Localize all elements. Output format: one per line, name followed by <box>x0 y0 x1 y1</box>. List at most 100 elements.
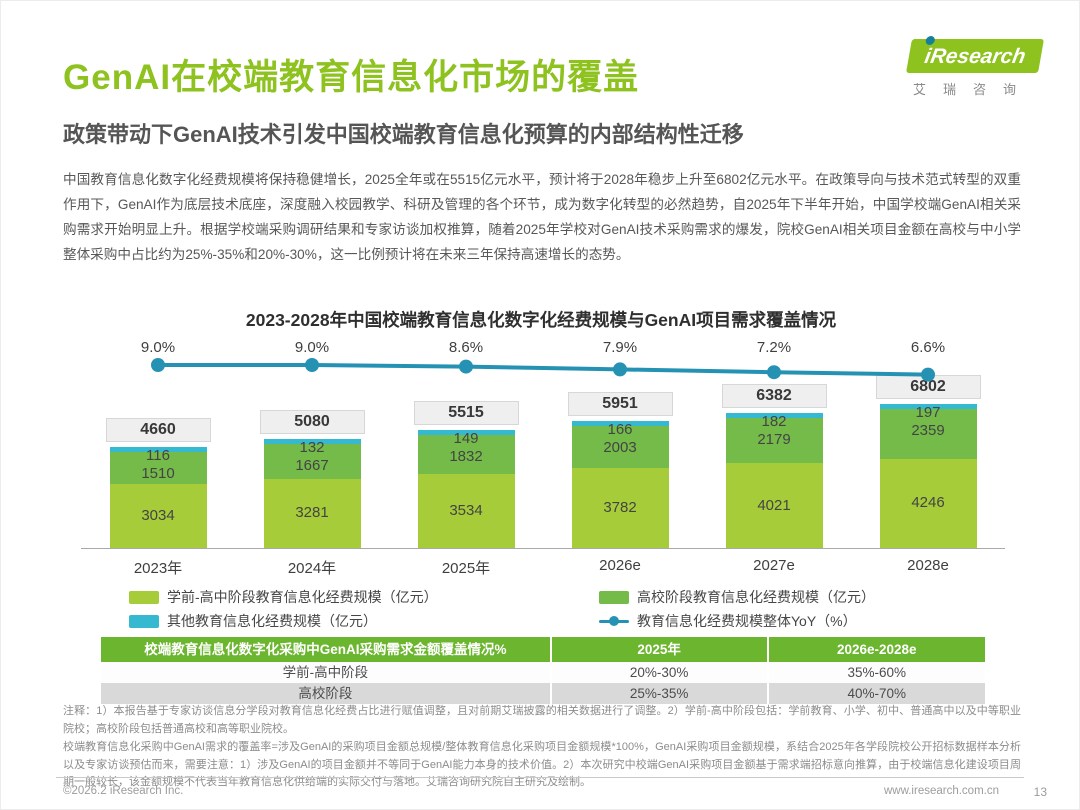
legend-item-university: 高校阶段教育信息化经费规模（亿元） <box>599 589 875 605</box>
legend-item-other: 其他教育信息化经费规模（亿元） <box>129 613 377 629</box>
footer-website: www.iresearch.com.cn <box>883 785 999 797</box>
table-cell: 20%-30% <box>551 662 767 683</box>
stacked-bar: 197 2359 4246 <box>879 404 977 548</box>
legend-label: 高校阶段教育信息化经费规模（亿元） <box>637 589 875 605</box>
table-header-cell: 2025年 <box>551 637 767 662</box>
segment-value-preschool: 3534 <box>449 501 483 519</box>
preschool-segment <box>571 468 669 548</box>
coverage-table: 校端教育信息化数字化采购中GenAI采购需求金额覆盖情况% 2025年 2026… <box>101 637 985 704</box>
chart-area: 4660 116 1510 3034 2023年 9.0% 5080 132 1667 3281 2… <box>1 1 1079 601</box>
segment-value-other: 182 <box>761 412 787 430</box>
stacked-bar: 182 2179 4021 <box>725 412 823 548</box>
preschool-segment <box>417 473 515 548</box>
logo-brand-chinese: 艾瑞咨询 <box>913 82 1034 97</box>
footer-divider <box>56 777 1024 778</box>
x-axis-label: 2025年 <box>441 560 491 577</box>
legend-swatch-lightgreen <box>129 590 159 604</box>
table-header-cell: 2026e-2028e <box>768 637 985 662</box>
segment-value-university: 1510 <box>141 465 175 483</box>
yoy-data-point <box>767 365 781 380</box>
yoy-data-point <box>921 367 935 382</box>
iresearch-logo: iResearch 艾瑞咨询 <box>903 36 1044 97</box>
segment-value-preschool: 4021 <box>757 496 791 514</box>
x-axis-label: 2026e <box>599 557 641 574</box>
legend-swatch-green <box>599 590 629 604</box>
segment-value-university: 2003 <box>603 439 637 457</box>
table-cell: 40%-70% <box>768 683 985 704</box>
preschool-segment <box>263 478 361 548</box>
table-cell: 学前-高中阶段 <box>101 662 550 683</box>
x-axis-label: 2027e <box>753 557 795 574</box>
university-segment <box>879 409 977 459</box>
segment-value-preschool: 3034 <box>141 507 175 525</box>
page-subtitle: 政策带动下GenAI技术引发中国校端教育信息化预算的内部结构性迁移 <box>63 122 744 147</box>
segment-value-university: 2359 <box>911 422 945 440</box>
segment-value-other: 116 <box>146 447 170 465</box>
stacked-bar: 166 2003 3782 <box>571 421 669 548</box>
legend-label: 学前-高中阶段教育信息化经费规模（亿元） <box>167 589 438 605</box>
university-segment <box>263 443 361 479</box>
x-axis-line <box>81 548 1005 549</box>
table-cell: 35%-60% <box>768 662 985 683</box>
page-number: 13 <box>1033 785 1047 799</box>
segment-value-other: 166 <box>607 421 633 439</box>
yoy-value-label: 8.6% <box>448 339 484 356</box>
yoy-line <box>158 363 929 377</box>
university-segment <box>725 417 823 464</box>
segment-value-university: 1667 <box>295 456 329 474</box>
segment-value-preschool: 3782 <box>603 499 637 517</box>
segment-value-other: 197 <box>915 404 941 422</box>
segment-value-university: 1832 <box>449 448 483 466</box>
yoy-data-point <box>459 359 473 374</box>
footnote: 注释：1）本报告基于专家访谈信息分学段对教育信息化经费占比进行赋值调整，且对前期… <box>63 705 1021 735</box>
other-segment <box>571 421 669 427</box>
legend-swatch-cyan <box>129 614 159 628</box>
footnote: 校端教育信息化采购中GenAI需求的覆盖率=涉及GenAI的采购项目金额总规模/… <box>63 741 1021 789</box>
legend-label: 教育信息化经费规模整体YoY（%） <box>637 613 857 629</box>
preschool-segment <box>725 463 823 548</box>
yoy-value-label: 7.9% <box>602 339 638 356</box>
legend-item-yoy: 教育信息化经费规模整体YoY（%） <box>599 613 857 629</box>
legend-yoy-line-icon <box>599 616 629 626</box>
segment-value-university: 2179 <box>757 430 791 448</box>
university-segment <box>417 435 515 474</box>
other-segment <box>879 404 977 410</box>
bar-total-label: 5515 <box>413 401 519 426</box>
yoy-line-chart <box>151 358 935 382</box>
table-header-cell: 校端教育信息化数字化采购中GenAI采购需求金额覆盖情况% <box>101 637 550 662</box>
yoy-value-label: 6.6% <box>910 339 946 356</box>
stacked-bar: 132 1667 3281 <box>263 438 361 548</box>
other-segment <box>725 412 823 418</box>
table-cell: 25%-35% <box>551 683 767 704</box>
legend-item-preschool-highschool: 学前-高中阶段教育信息化经费规模（亿元） <box>129 589 438 605</box>
bar-total-label: 5080 <box>259 409 365 434</box>
other-segment <box>263 438 361 444</box>
stacked-bar: 149 1832 3534 <box>417 430 515 548</box>
x-axis-label: 2028e <box>907 557 949 574</box>
segment-value-preschool: 4246 <box>911 494 945 512</box>
bar-total-label: 4660 <box>105 418 211 443</box>
chart-title: 2023-2028年中国校端教育信息化数字化经费规模与GenAI项目需求覆盖情况 <box>245 310 837 330</box>
yoy-data-point <box>613 362 627 377</box>
segment-value-other: 132 <box>299 438 325 456</box>
body-paragraph: 中国教育信息化数字化经费规模将保持稳健增长，2025全年或在5515亿元水平，预… <box>63 172 1021 263</box>
bar-total-label: 6802 <box>875 375 981 400</box>
stacked-bar: 116 1510 3034 <box>109 447 207 548</box>
other-segment <box>109 447 207 453</box>
yoy-value-label: 9.0% <box>140 339 176 356</box>
yoy-value-label: 7.2% <box>756 339 792 356</box>
other-segment <box>417 430 515 436</box>
yoy-data-point <box>305 358 319 372</box>
x-axis-label: 2024年 <box>287 560 337 577</box>
table-row: 学前-高中阶段 20%-30% 35%-60% <box>101 662 985 683</box>
legend-label: 其他教育信息化经费规模（亿元） <box>167 613 377 629</box>
bar-total-label: 5951 <box>567 392 673 417</box>
table-cell: 高校阶段 <box>101 683 550 704</box>
university-segment <box>571 426 669 469</box>
x-axis-label: 2023年 <box>133 560 183 577</box>
preschool-segment <box>109 484 207 548</box>
preschool-segment <box>879 458 977 548</box>
segment-value-preschool: 3281 <box>295 504 329 522</box>
yoy-value-label: 9.0% <box>294 339 330 356</box>
